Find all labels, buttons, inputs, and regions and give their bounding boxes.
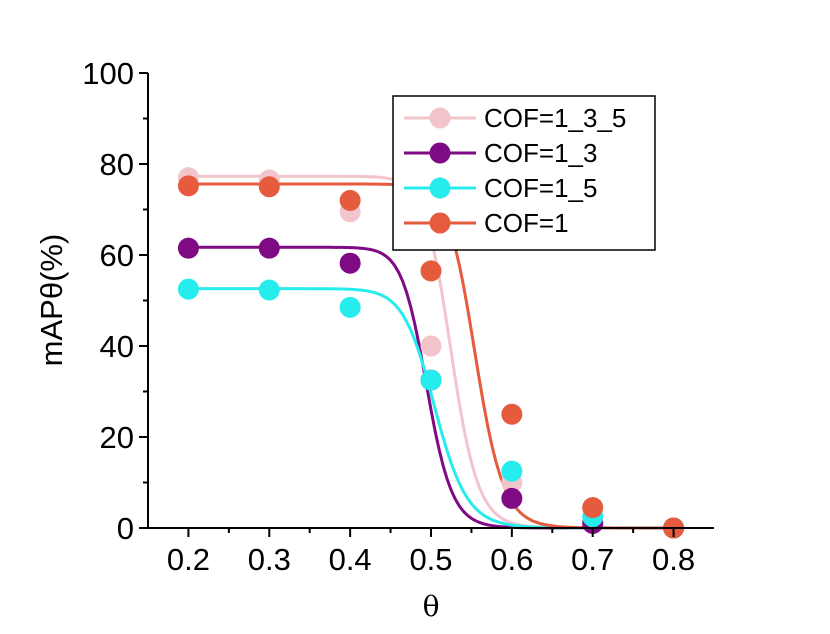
y-tick-label: 60 — [100, 238, 134, 273]
series-1-point — [420, 335, 442, 357]
legend-label-3: COF=1_5 — [484, 173, 597, 203]
x-tick-label: 0.4 — [329, 542, 372, 577]
legend-marker-2 — [429, 142, 451, 164]
legend: COF=1_3_5 COF=1_3 COF=1_5 COF=1 — [392, 95, 656, 251]
x-axis-title: θ — [423, 590, 440, 623]
legend-label-1: COF=1_3_5 — [484, 103, 626, 133]
y-tick-label: 100 — [82, 56, 134, 91]
series-2-point — [258, 237, 280, 259]
x-tick-label: 0.2 — [167, 542, 210, 577]
series-3-point — [501, 460, 523, 482]
series-2-point — [177, 237, 199, 259]
series-2-point — [339, 252, 361, 274]
series-4-point — [582, 497, 604, 519]
series-4-point — [420, 260, 442, 282]
x-tick-label: 0.8 — [652, 542, 695, 577]
y-tick-label: 80 — [100, 147, 134, 182]
series-2-point — [501, 487, 523, 509]
legend-label-4: COF=1 — [484, 208, 569, 238]
series-4-point — [258, 176, 280, 198]
legend-marker-1 — [429, 107, 451, 129]
series-4-point — [177, 175, 199, 197]
series-3-point — [258, 279, 280, 301]
legend-marker-4 — [429, 212, 451, 234]
series-4-point — [501, 403, 523, 425]
legend-label-2: COF=1_3 — [484, 138, 597, 168]
x-tick-label: 0.6 — [490, 542, 533, 577]
series-3-point — [420, 369, 442, 391]
x-tick-label: 0.7 — [571, 542, 614, 577]
series-3-point — [339, 296, 361, 318]
y-tick-label: 20 — [100, 420, 134, 455]
legend-marker-3 — [429, 177, 451, 199]
series-4-point — [339, 189, 361, 211]
y-axis-title: mAPθ(%) — [34, 234, 69, 367]
x-tick-label: 0.3 — [248, 542, 291, 577]
x-tick-label: 0.5 — [409, 542, 452, 577]
series-3-point — [177, 278, 199, 300]
y-tick-label: 40 — [100, 329, 134, 364]
y-tick-label: 0 — [117, 511, 134, 546]
